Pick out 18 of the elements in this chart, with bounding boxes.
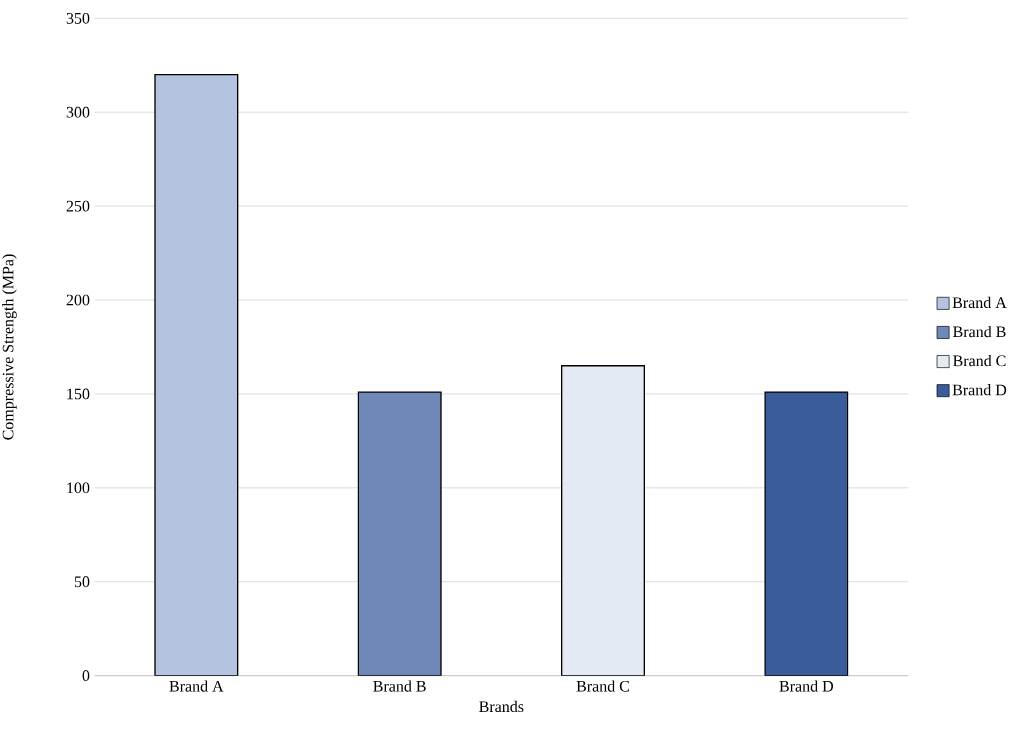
y-tick-label: 0 (82, 670, 90, 682)
y-tick-label: 200 (66, 294, 90, 306)
x-tick-label: Brand D (779, 680, 834, 692)
y-tick-label: 150 (67, 388, 90, 400)
x-tick-label: Brand A (169, 680, 224, 692)
legend-label: Brand B (953, 325, 1006, 338)
y-tick-label: 300 (66, 106, 90, 118)
y-tick-label: 100 (67, 482, 90, 494)
legend-label: Brand C (953, 354, 1006, 367)
x-tick-label: Brand C (576, 680, 629, 692)
x-tick-label: Brand B (373, 680, 426, 692)
x-axis-title: Brands (479, 700, 524, 713)
y-axis-title: Compressive Strength (MPa) (2, 254, 17, 440)
y-tick-label: 250 (66, 200, 90, 212)
y-tick-label: 50 (74, 576, 90, 588)
legend-label: Brand A (952, 296, 1007, 309)
legend-label: Brand D (952, 384, 1007, 396)
y-tick-label: 350 (66, 12, 90, 24)
